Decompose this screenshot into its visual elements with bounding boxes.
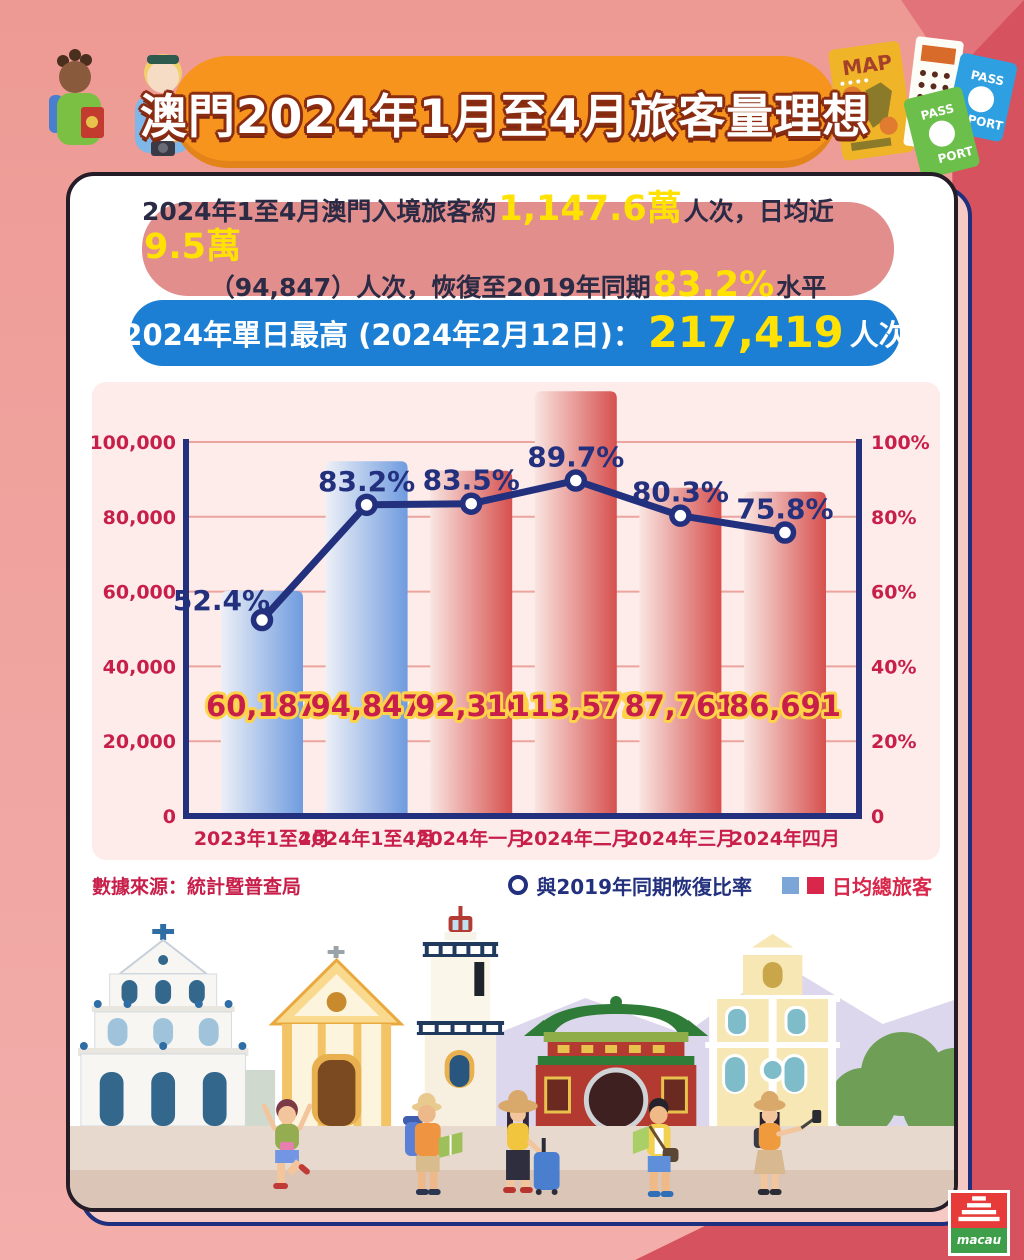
summary-highlight: 83.2%	[652, 265, 775, 306]
yellow-chapel	[268, 946, 405, 1126]
line-point-label: 75.8%	[736, 493, 833, 526]
bar-2	[430, 470, 513, 816]
left-axis-tick: 0	[163, 806, 176, 828]
line-point-label: 52.4%	[173, 584, 270, 617]
legend-bars-label: 日均總旅客	[832, 874, 932, 899]
main-card: 2024年1至4月澳門入境旅客約1,147.6萬人次，日均近 9.5萬 （94,8…	[66, 172, 958, 1212]
x-axis-label: 2024年三月	[625, 827, 735, 850]
tourist-selfie-woman	[753, 1091, 822, 1195]
bar-value-label: 86,691	[729, 689, 841, 723]
bar-1	[325, 461, 408, 816]
line-marker	[773, 521, 797, 544]
x-axis-label: 2024年四月	[730, 827, 840, 850]
data-source-label: 數據來源：統計暨普查局	[92, 875, 302, 898]
map-icon: MAP	[828, 41, 914, 161]
right-axis-tick: 100%	[871, 432, 930, 454]
line-marker	[459, 492, 483, 515]
chart-footer: 數據來源：統計暨普查局 與2019年同期恢復比率 日均總旅客	[92, 870, 932, 900]
line-point-label: 80.3%	[632, 476, 729, 509]
colonial-building	[705, 930, 841, 1126]
tourist-female-icon	[49, 49, 104, 145]
tourist-map-man	[632, 1098, 679, 1197]
line-marker	[250, 608, 274, 632]
tourist-jumping-woman	[261, 1099, 313, 1189]
right-axis-tick: 60%	[871, 582, 916, 604]
svg-text:PASS: PASS	[969, 68, 1005, 89]
travel-items-illustration: MAP PASS PORT	[815, 30, 1020, 185]
logo-wordmark: macau	[951, 1227, 1007, 1253]
bar-4	[639, 487, 722, 816]
tourist-backpack-man	[402, 1093, 463, 1195]
page-title: 澳門2024年1月至4月旅客量理想	[139, 89, 871, 145]
bar-3	[534, 391, 617, 816]
peak-day-value: 217,419	[647, 308, 844, 358]
legend-bar-swatch-blue	[782, 876, 799, 894]
bar-value-label: 92,310	[415, 689, 527, 723]
left-axis-tick: 60,000	[103, 582, 176, 604]
bushes	[829, 1032, 954, 1142]
summary-text: 人次，日均近	[683, 196, 834, 226]
chart-panel: 60,187 94,847 92,310 113,571 87,761 86,691 52.…	[92, 382, 940, 860]
chart-legend: 與2019年同期恢復比率 日均總旅客	[508, 871, 932, 900]
bar-5	[744, 491, 826, 816]
peak-day-unit: 人次	[849, 318, 908, 352]
line-point-label: 83.5%	[423, 464, 520, 497]
right-axis-tick: 40%	[871, 656, 916, 678]
bar-value-label: 60,187	[206, 689, 318, 723]
guia-lighthouse	[416, 906, 505, 1126]
passport-green-icon: PASS PORT	[903, 86, 980, 179]
right-axis-tick: 20%	[871, 731, 916, 753]
line-point-label: 89.7%	[527, 441, 624, 474]
x-axis-label: 2023年1至4月	[194, 827, 330, 850]
title-banner: 澳門2024年1月至4月旅客量理想	[140, 56, 869, 168]
summary-highlight: 9.5萬	[144, 226, 242, 267]
bar-0	[221, 590, 303, 816]
legend-line-marker	[508, 875, 529, 895]
right-axis-tick: 80%	[871, 507, 916, 529]
line-marker	[669, 504, 692, 527]
legend-bar-swatch-red	[807, 876, 824, 894]
legend-bars-item: 日均總旅客	[782, 871, 932, 900]
st-pauls-ruins	[77, 924, 249, 1127]
left-axis-tick: 40,000	[103, 656, 176, 678]
ama-temple	[523, 996, 709, 1133]
right-axis-tick: 0	[871, 806, 884, 828]
logo-facade-icon	[951, 1193, 1007, 1228]
summary-line-2: （94,847）人次，恢復至2019年同期83.2%水平	[210, 268, 827, 306]
x-axis-label: 2024年一月	[416, 827, 526, 850]
line-point-label: 83.2%	[318, 465, 415, 498]
peak-day-text: 2024年單日最高 (2024年2月12日)：	[122, 318, 642, 352]
peak-day-box: 2024年單日最高 (2024年2月12日)： 217,419 人次	[122, 300, 908, 366]
left-axis-tick: 100,000	[92, 432, 176, 454]
x-axis-label: 2024年1至4月	[298, 827, 434, 850]
bar-value-label: 94,847	[311, 689, 423, 723]
summary-text: 水平	[776, 273, 827, 303]
summary-text: 2024年1至4月澳門入境旅客約	[142, 196, 497, 226]
tourist-suitcase-woman	[498, 1090, 560, 1195]
legend-line-item: 與2019年同期恢復比率	[508, 871, 752, 900]
x-axis-label: 2024年二月	[521, 827, 631, 850]
recovery-line	[258, 477, 789, 624]
macau-tourism-logo: macau	[948, 1190, 1010, 1256]
bar-value-label: 113,571	[510, 689, 642, 723]
summary-highlight: 1,147.6萬	[498, 188, 682, 229]
line-marker	[355, 493, 378, 517]
summary-box: 2024年1至4月澳門入境旅客約1,147.6萬人次，日均近 9.5萬 （94,8…	[142, 191, 894, 303]
bar-value-label: 87,761	[624, 689, 736, 723]
summary-line-1: 2024年1至4月澳門入境旅客約1,147.6萬人次，日均近 9.5萬	[142, 188, 894, 269]
legend-line-label: 與2019年同期恢復比率	[536, 874, 752, 899]
summary-text: （94,847）人次，恢復至2019年同期	[209, 273, 651, 303]
macau-scene-illustration	[70, 906, 954, 1208]
left-axis-tick: 80,000	[103, 507, 176, 529]
left-axis-tick: 20,000	[103, 731, 176, 753]
line-marker	[564, 469, 588, 492]
